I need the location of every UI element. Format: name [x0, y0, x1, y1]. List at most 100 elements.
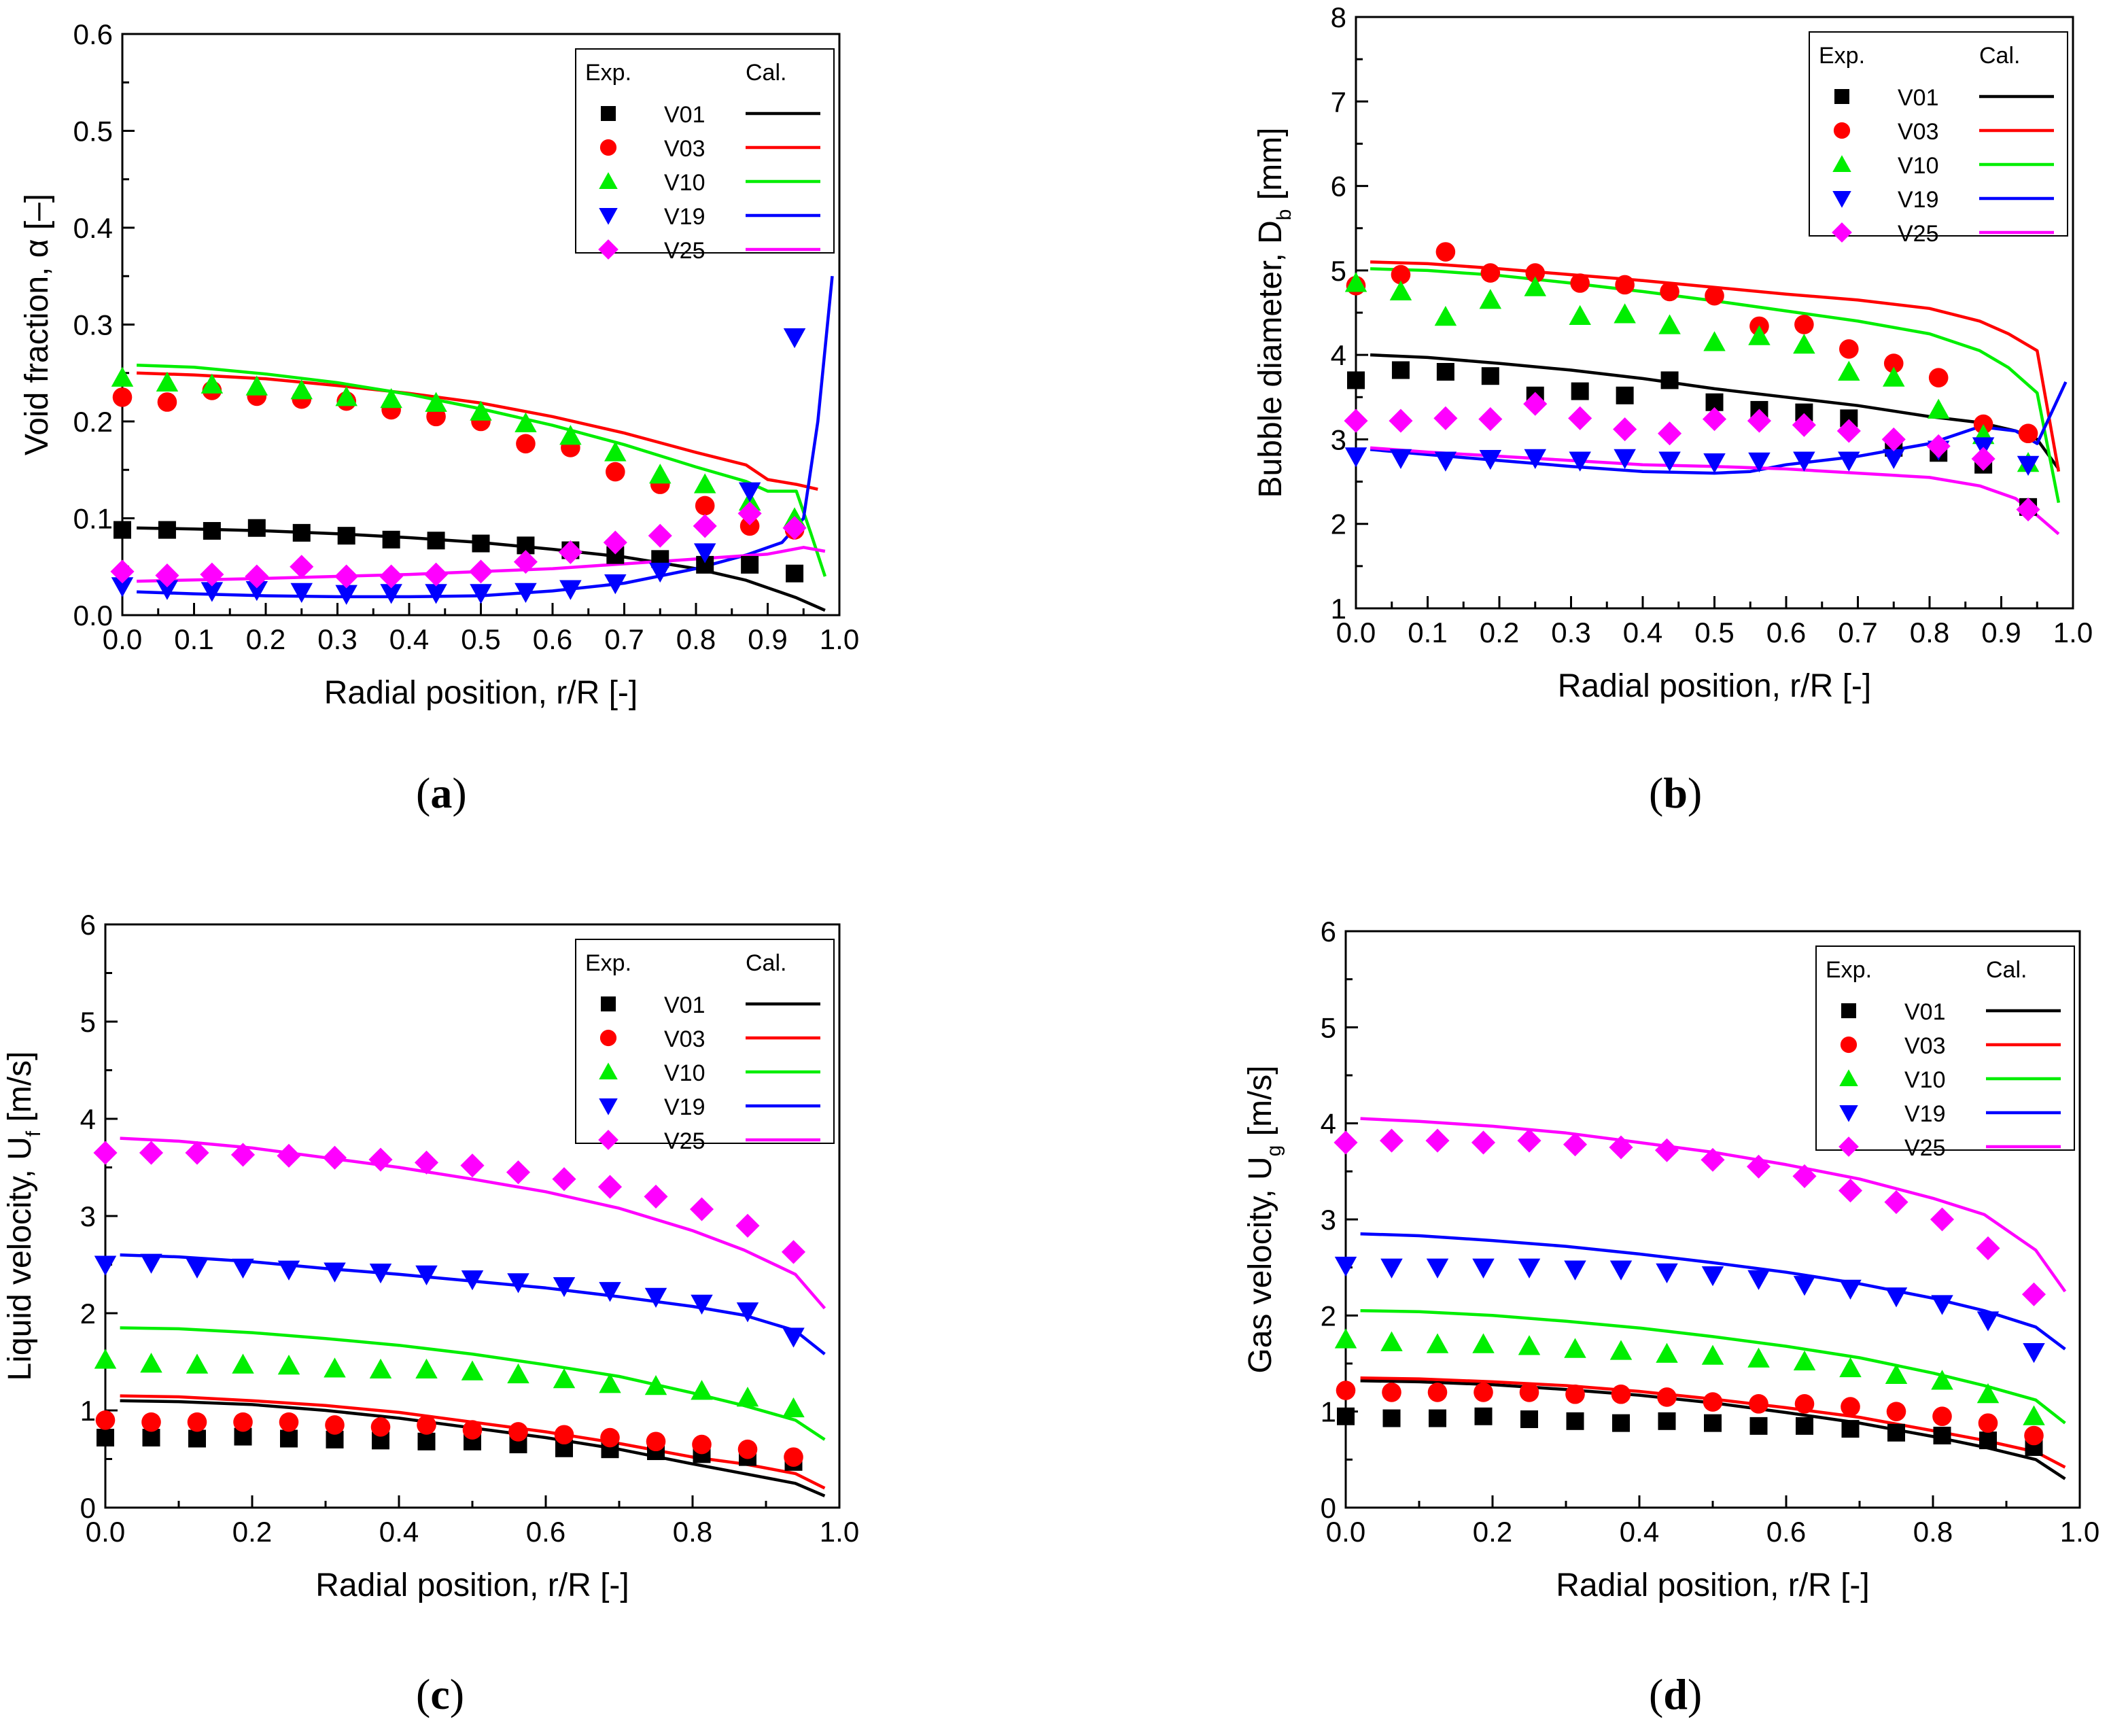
x-tick-label-d: 0.4: [1620, 1516, 1659, 1548]
exp-point-c-V19: [507, 1273, 529, 1294]
y-tick-label-b: 1: [1331, 593, 1346, 625]
exp-point-a-V03: [157, 392, 177, 412]
y-tick-label-d: 1: [1321, 1396, 1336, 1428]
cal-line-a-V03: [137, 371, 818, 491]
exp-point-a-V25: [290, 555, 314, 579]
exp-point-d-V19: [1518, 1258, 1541, 1279]
exp-point-c-V25: [185, 1141, 209, 1165]
legend-label-b-V10: V10: [1898, 153, 1939, 179]
chart-panel-c: 0.0 0.2 0.4 0.6 0.8 1.0 0 1 2 3 4 5 6 Radial position…: [2, 909, 859, 1603]
exp-point-b-V03: [1391, 264, 1411, 285]
exp-point-d-V10: [1472, 1333, 1495, 1353]
exp-point-d-V25: [1884, 1190, 1908, 1215]
exp-point-a-V19: [111, 577, 134, 597]
exp-point-b-V10: [1569, 305, 1591, 325]
exp-point-b-V03: [1883, 353, 1904, 373]
y-tick-label-b: 7: [1331, 86, 1346, 118]
exp-point-b-V19: [1569, 451, 1591, 472]
caption-a: (a): [416, 769, 467, 817]
legend-label-d-V19: V19: [1904, 1101, 1946, 1127]
caption-b: (b): [1649, 769, 1703, 817]
exp-point-b-V03: [1570, 273, 1590, 293]
exp-point-d-V10: [1839, 1357, 1862, 1378]
exp-point-c-V03: [141, 1412, 161, 1432]
y-tick-label-b: 2: [1331, 508, 1346, 540]
exp-point-d-V19: [1701, 1266, 1724, 1287]
x-tick-label-a: 0.3: [317, 623, 357, 655]
exp-point-a-V10: [111, 366, 134, 387]
y-tick-label-d: 6: [1321, 916, 1336, 948]
exp-point-c-V10: [782, 1397, 805, 1418]
exp-point-d-V25: [1976, 1236, 2000, 1260]
y-axis-label-c: Liquid velocity, Uf [m/s]: [2, 1052, 45, 1381]
exp-point-a-V19: [380, 584, 402, 604]
exp-point-c-V10: [415, 1358, 438, 1378]
legend-header-cal-a: Cal.: [746, 60, 786, 86]
exp-point-c-V10: [599, 1373, 621, 1393]
y-axis-label-main: Liquid velocity, U: [2, 1136, 38, 1381]
cal-line-b-V03: [1370, 260, 2061, 472]
y-axis-label-subscript: g: [1263, 1145, 1285, 1157]
exp-point-d-V19: [1656, 1263, 1678, 1283]
y-tick-label-c: 4: [80, 1103, 96, 1135]
x-tick-label-b: 0.5: [1694, 617, 1734, 648]
exp-point-d-V25: [1334, 1130, 1358, 1155]
exp-point-b-V25: [1658, 421, 1682, 446]
exp-point-d-V03: [1519, 1383, 1539, 1402]
chart-panel-a: 0.0 0.1 0.2 0.3 0.4 0.5 0.6 0.7 0.8 0.9 1.0 0.0 0.1 0…: [19, 18, 859, 711]
y-tick-label-d: 2: [1321, 1300, 1336, 1332]
exp-point-c-V10: [644, 1375, 667, 1395]
cal-line-a-V10: [137, 364, 827, 577]
exp-point-d-V01: [1841, 1420, 1860, 1438]
exp-point-c-V19: [644, 1287, 667, 1308]
y-axis-label-b: Bubble diameter, Db [mm]: [1253, 128, 1295, 498]
legend-header-cal-b: Cal.: [1979, 43, 2020, 69]
legend-label-d-V25: V25: [1904, 1135, 1946, 1161]
exp-point-c-V03: [646, 1431, 666, 1452]
exp-point-a-V25: [737, 501, 762, 525]
exp-point-c-V03: [784, 1447, 803, 1467]
exp-point-a-V25: [513, 550, 538, 574]
x-tick-label-d: 1.0: [2060, 1516, 2099, 1548]
exp-point-b-V25: [1792, 413, 1816, 437]
x-tick-label-d: 0.2: [1473, 1516, 1512, 1548]
exp-point-b-V10: [1838, 360, 1860, 381]
exp-point-a-V10: [649, 464, 672, 484]
exp-point-d-V25: [2021, 1282, 2046, 1306]
exp-point-b-V10: [1748, 325, 1771, 345]
legend-label-c-V19: V19: [664, 1094, 705, 1120]
exp-point-c-V19: [232, 1258, 254, 1279]
exp-point-a-V01: [427, 532, 445, 550]
exp-point-c-V03: [417, 1415, 436, 1435]
exp-point-a-V03: [739, 516, 760, 536]
exp-point-a-V25: [424, 562, 449, 587]
exp-point-d-V10: [2023, 1405, 2045, 1425]
legend-label-b-V25: V25: [1898, 221, 1939, 247]
exp-point-a-V10: [290, 379, 313, 400]
exp-point-c-V03: [737, 1439, 758, 1459]
exp-point-d-V01: [1887, 1423, 1905, 1442]
exp-point-c-V25: [689, 1197, 714, 1221]
exp-point-a-V01: [382, 530, 400, 549]
exp-point-d-V19: [1334, 1256, 1357, 1277]
y-axis-label-main: Gas velocity, U: [1242, 1156, 1278, 1373]
exp-point-b-V25: [1881, 427, 1906, 451]
x-axis-label-a: Radial position, r/R [-]: [324, 675, 638, 711]
exp-point-c-V10: [461, 1360, 484, 1381]
exp-point-c-V25: [277, 1143, 301, 1168]
exp-point-c-V03: [325, 1415, 345, 1435]
exp-point-d-V19: [1747, 1270, 1770, 1290]
exp-point-b-V25: [1836, 419, 1861, 443]
x-axis-label-d: Radial position, r/R [-]: [1556, 1567, 1870, 1603]
exp-point-d-V03: [2024, 1425, 2044, 1446]
exp-point-a-V19: [335, 585, 358, 605]
exp-point-d-V03: [1794, 1394, 1815, 1414]
exp-point-b-V01: [1347, 371, 1365, 389]
caption-a-letter: a: [430, 769, 453, 817]
exp-point-d-V19: [1885, 1287, 1908, 1308]
exp-point-d-V25: [1425, 1128, 1450, 1153]
exp-point-c-V01: [417, 1432, 436, 1451]
exp-point-d-V19: [1793, 1276, 1816, 1296]
legend-marker-a-V25: [598, 239, 618, 260]
exp-point-b-V10: [1389, 280, 1412, 300]
